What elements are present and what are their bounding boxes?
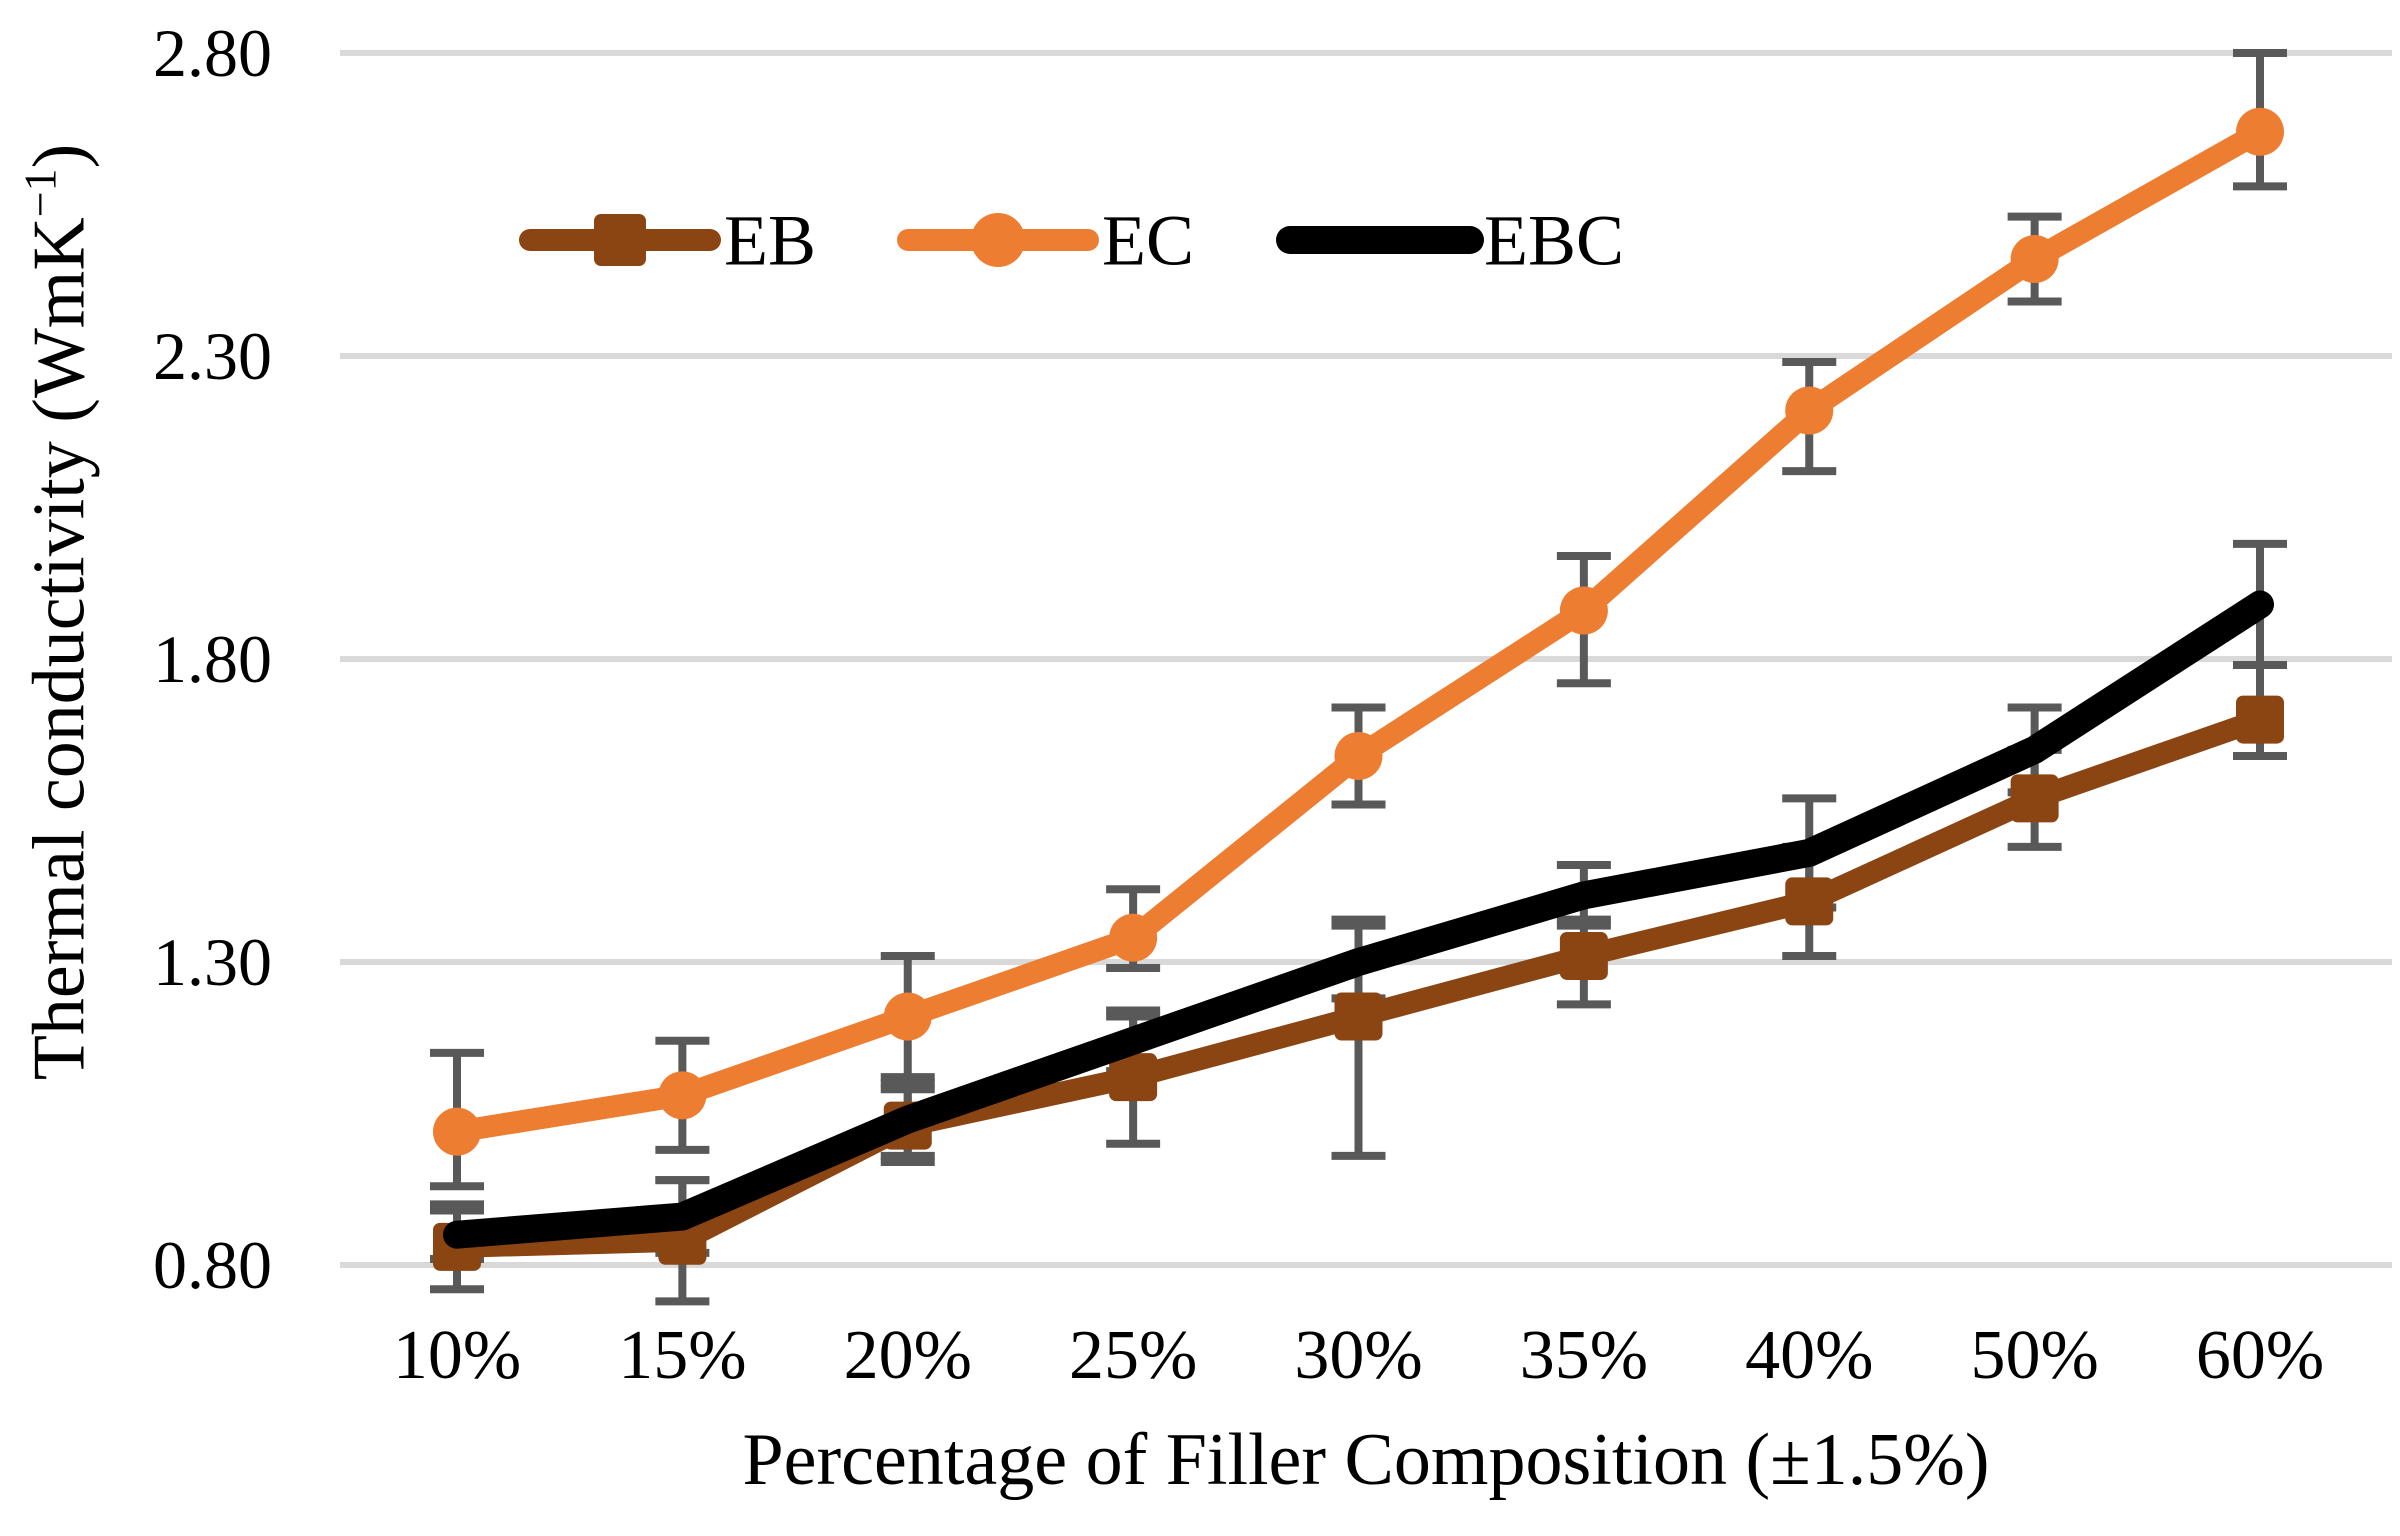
marker-ec-60% [2236,107,2284,156]
y-tick-label: 0.80 [153,1227,272,1303]
marker-ec-25% [1109,913,1158,962]
x-tick-label: 15% [618,1317,746,1394]
y-tick-label: 1.30 [153,924,272,1000]
x-tick-label: 35% [1520,1317,1648,1394]
legend-item-eb: EB [519,200,816,280]
marker-ec-40% [1785,386,1834,435]
x-tick-label: 50% [1970,1317,2098,1394]
legend-marker-square-eb [594,214,646,266]
marker-eb-30% [1334,992,1383,1041]
y-axis-title: Thermal conductivity (WmK−1) [14,144,103,1081]
x-tick-label: 60% [2196,1317,2324,1394]
marker-ec-50% [2010,235,2059,284]
legend-label-ebc: EBC [1484,200,1624,280]
y-tick-label: 2.80 [153,15,272,91]
marker-eb-50% [2010,774,2059,823]
marker-ec-30% [1334,731,1383,780]
y-axis-title-text: Thermal conductivity (WmK [18,217,101,1081]
x-tick-label: 30% [1294,1317,1422,1394]
y-axis-title-close: ) [18,143,101,169]
y-tick-label: 1.80 [153,621,272,697]
series-markers-ec [433,107,2284,1156]
legend-marker-circle-ec [971,213,1025,267]
marker-ec-35% [1559,586,1608,635]
legend-label-ec: EC [1102,200,1194,280]
x-tick-label: 10% [393,1317,521,1394]
marker-ec-15% [658,1071,707,1120]
marker-eb-35% [1559,931,1608,980]
x-axis-title: Percentage of Filler Composition (±1.5%) [742,1419,1990,1501]
marker-eb-25% [1109,1053,1158,1102]
legend-item-ec: EC [897,200,1194,280]
marker-eb-60% [2236,695,2284,744]
x-tick-label: 25% [1069,1317,1197,1394]
y-axis-title-superscript: −1 [14,168,66,218]
marker-eb-40% [1785,877,1834,926]
legend-label-eb: EB [724,200,816,280]
x-tick-label: 40% [1745,1317,1873,1394]
legend-item-ebc: EBC [1276,200,1624,280]
marker-ec-20% [883,992,932,1041]
x-tick-label: 20% [844,1317,972,1394]
y-tick-label: 2.30 [153,318,272,394]
legend: EB EC EBC [519,200,1624,280]
marker-ec-10% [433,1107,481,1156]
series-line-ebc [443,590,2274,1249]
